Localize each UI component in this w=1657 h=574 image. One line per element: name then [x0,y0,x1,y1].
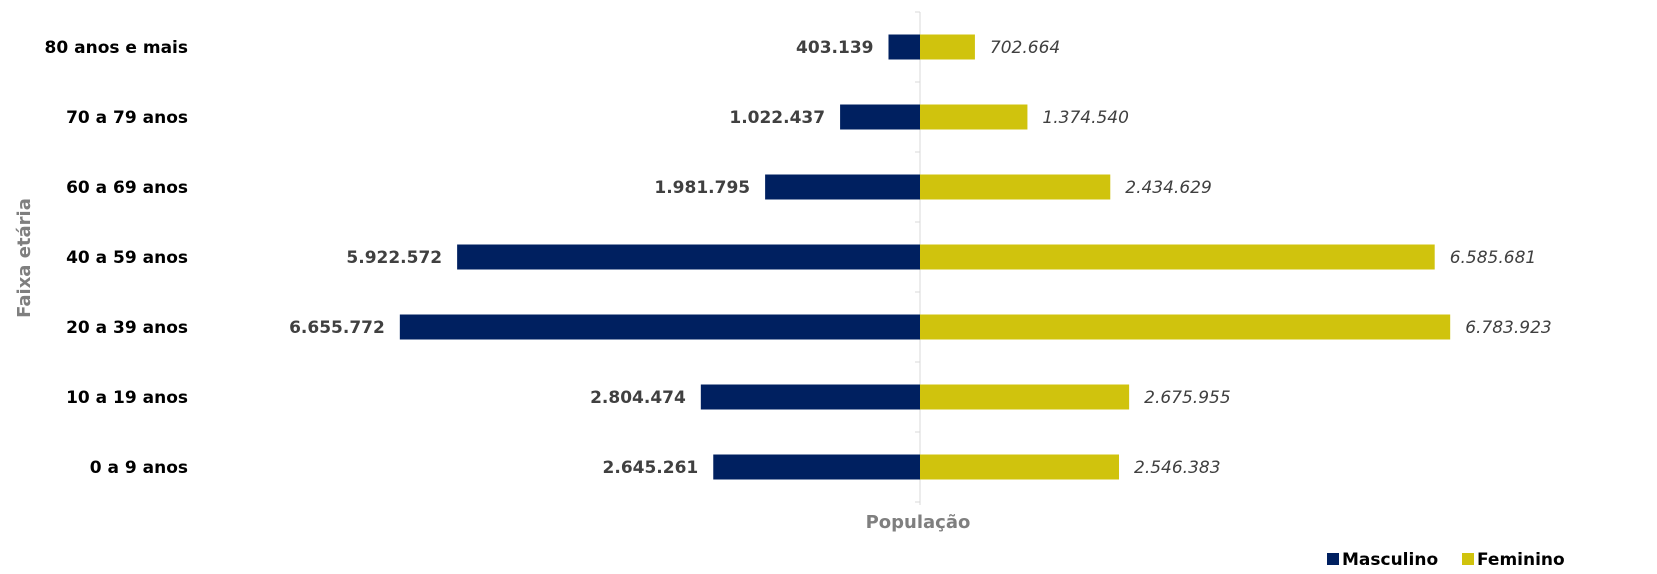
bar-feminino [920,384,1130,410]
data-label-masculino: 2.804.474 [590,388,686,408]
bar-feminino [920,174,1111,200]
data-label-feminino: 702.664 [990,38,1060,58]
bar-masculino [457,244,920,270]
bar-masculino [713,454,920,480]
bar-masculino [840,104,920,130]
legend-label-masculino: Masculino [1342,550,1438,570]
data-label-masculino: 1.981.795 [654,178,750,198]
category-label: 20 a 39 anos [66,318,188,338]
bar-masculino [888,34,920,60]
data-label-feminino: 2.434.629 [1125,178,1212,198]
category-label: 70 a 79 anos [66,108,188,128]
data-label-masculino: 1.022.437 [729,108,825,128]
bar-feminino [920,314,1451,340]
bar-feminino [920,454,1120,480]
data-label-feminino: 1.374.540 [1042,108,1129,128]
data-label-masculino: 2.645.261 [603,458,699,478]
data-label-feminino: 6.585.681 [1450,248,1537,268]
category-label: 80 anos e mais [45,38,188,58]
category-label: 10 a 19 anos [66,388,188,408]
data-label-masculino: 403.139 [796,38,873,58]
data-label-feminino: 2.675.955 [1144,388,1231,408]
data-label-feminino: 6.783.923 [1465,318,1552,338]
x-axis-title: População [866,512,971,533]
axis-ticks [915,11,920,503]
category-label: 60 a 69 anos [66,178,188,198]
legend-label-feminino: Feminino [1477,550,1565,570]
bar-masculino [765,174,920,200]
legend: Masculino Feminino [1327,550,1565,570]
data-label-masculino: 5.922.572 [346,248,442,268]
category-label: 0 a 9 anos [90,458,188,478]
data-label-feminino: 2.546.383 [1134,458,1221,478]
category-label: 40 a 59 anos [66,248,188,268]
bar-masculino [700,384,920,410]
data-label-masculino: 6.655.772 [289,318,385,338]
y-axis-title: Faixa etária [14,198,35,318]
bar-feminino [920,244,1435,270]
bar-feminino [920,104,1028,130]
legend-swatch-masculino [1327,553,1339,565]
bars-group [399,34,1451,480]
labels-group: 80 anos e mais 403.139 702.664 70 a 79 anos… [45,38,1552,478]
bar-masculino [399,314,920,340]
legend-swatch-feminino [1462,553,1474,565]
bar-feminino [920,34,975,60]
